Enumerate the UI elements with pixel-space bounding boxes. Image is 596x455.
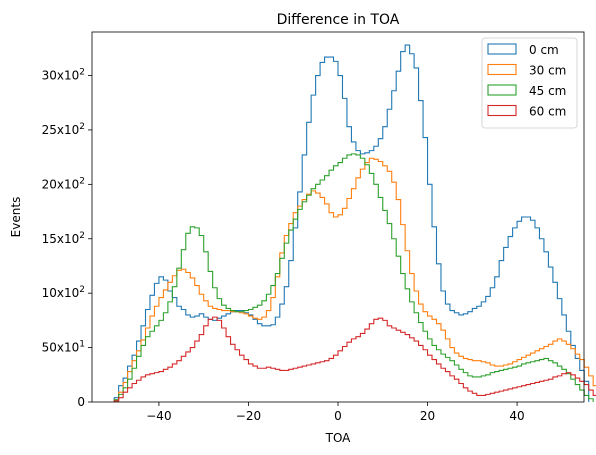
legend-label: 30 cm [529, 64, 566, 78]
y-tick-label: 0 [77, 395, 85, 409]
y-tick-label: 25x102 [42, 122, 85, 137]
legend: 0 cm 30 cm 45 cm 60 cm [481, 37, 578, 129]
y-tick-label: 15x102 [42, 231, 85, 246]
legend-label: 45 cm [529, 84, 566, 98]
x-tick-label: −20 [236, 409, 261, 423]
x-tick-label: 20 [420, 409, 435, 423]
y-tick-label: 10x102 [42, 285, 85, 300]
x-axis-title: TOA [325, 431, 352, 445]
legend-swatch [487, 63, 517, 76]
y-tick-label: 50x101 [42, 340, 85, 355]
chart-title: Difference in TOA [277, 12, 400, 28]
legend-swatch [487, 43, 517, 55]
series-60-cm-step [113, 316, 596, 402]
y-axis: 0 50x101 10x102 15x102 20x102 25x102 30x102 [42, 68, 92, 409]
series-30-cm-step [113, 157, 596, 402]
series-0-cm-step [113, 44, 590, 402]
series-45-cm-step [113, 153, 594, 402]
y-tick-label: 20x102 [42, 176, 85, 191]
x-axis: −40 −20 0 20 40 [146, 402, 525, 423]
legend-swatch [487, 104, 517, 117]
legend-swatch [487, 84, 517, 96]
x-tick-label: 40 [509, 409, 524, 423]
y-axis-title: Events [9, 197, 23, 238]
series-layer [113, 44, 596, 402]
x-tick-label: 0 [334, 409, 342, 423]
legend-label: 0 cm [529, 43, 559, 57]
y-tick-label: 30x102 [42, 68, 85, 83]
legend-label: 60 cm [529, 105, 566, 119]
x-tick-label: −40 [146, 409, 171, 423]
